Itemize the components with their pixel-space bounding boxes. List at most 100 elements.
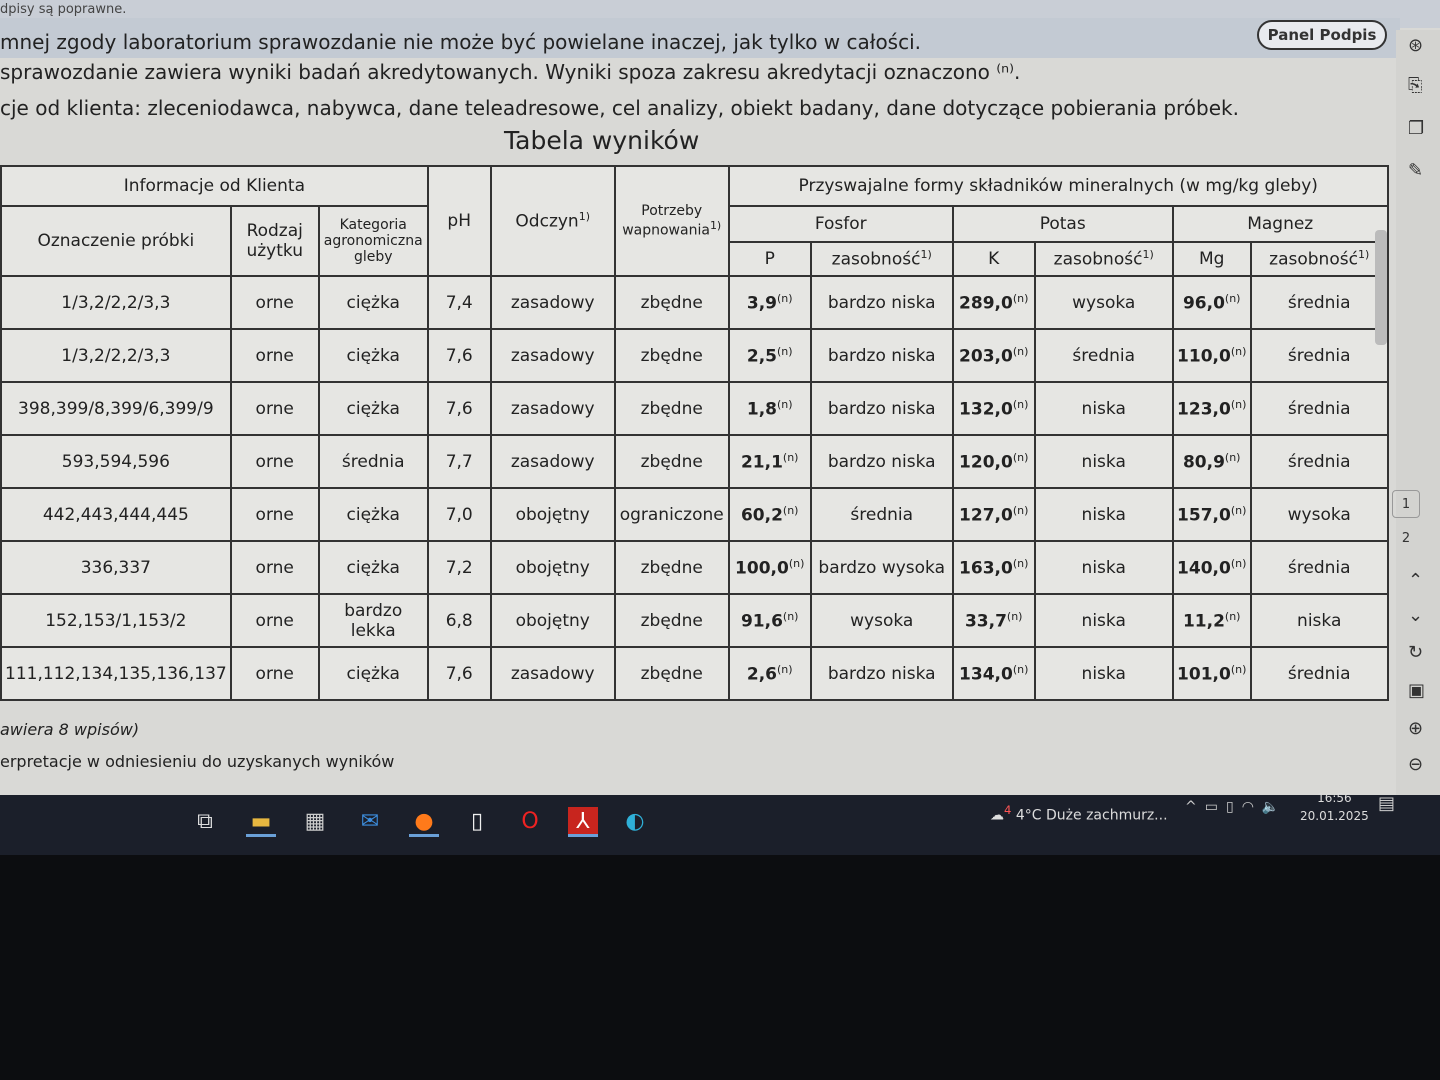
weather-widget[interactable]: ☁4 4°C Duże zachmurz... xyxy=(990,803,1168,824)
table-cell: 111,112,134,135,136,137 xyxy=(0,646,232,701)
table-cell: niska xyxy=(1033,540,1174,595)
header-p-zasobnosc: zasobność1) xyxy=(809,241,954,277)
table-cell: bardzo wysoka xyxy=(809,540,954,595)
zoom-in-icon[interactable]: ⊕ xyxy=(1408,718,1424,739)
table-cell: obojętny xyxy=(489,593,616,648)
table-cell: 7,6 xyxy=(426,646,492,701)
table-cell: średnia xyxy=(1249,434,1389,489)
signature-bar xyxy=(0,18,1400,58)
system-tray[interactable]: ^▭▯◠🔈 xyxy=(1185,799,1287,815)
file-explorer-icon[interactable]: ▬ xyxy=(246,807,276,837)
table-row: 398,399/8,399/6,399/9 orne ciężka 7,6 zasado… xyxy=(0,381,1389,436)
table-cell: ciężka xyxy=(317,381,429,436)
header-odczyn: Odczyn1) xyxy=(489,165,616,277)
opera-icon[interactable]: O xyxy=(521,809,539,834)
chevron-down-icon[interactable]: ⌄ xyxy=(1408,605,1424,626)
table-cell: orne xyxy=(229,646,320,701)
acrobat-icon[interactable]: ⅄ xyxy=(568,807,598,837)
header-oznaczenie: Oznaczenie próbki xyxy=(0,205,232,277)
pdf-viewer: dpisy są poprawne. Panel Podpis mnej zgo… xyxy=(0,0,1440,800)
table-cell: 127,0(n) xyxy=(951,487,1036,542)
fit-page-icon[interactable]: ▣ xyxy=(1408,680,1426,701)
weather-icon: ☁ xyxy=(990,807,1004,824)
table-cell: 134,0(n) xyxy=(951,646,1036,701)
page-2-button[interactable]: 2 xyxy=(1401,531,1411,546)
table-cell: niska xyxy=(1033,381,1174,436)
header-mg-zasobnosc: zasobność1) xyxy=(1249,241,1389,277)
header-potrzeby: Potrzeby wapnowania1) xyxy=(613,165,730,277)
device-icon: ▯ xyxy=(1225,799,1242,815)
table-cell: ciężka xyxy=(317,328,429,383)
table-cell: niska xyxy=(1249,593,1389,648)
table-cell: 1,8(n) xyxy=(727,381,812,436)
table-row: 336,337 orne ciężka 7,2 obojętny zbędne 100,0(… xyxy=(0,540,1389,595)
table-cell: zbędne xyxy=(613,646,730,701)
table-cell: 140,0(n) xyxy=(1171,540,1252,595)
rotate-icon[interactable]: ↻ xyxy=(1408,642,1424,663)
scrollbar[interactable] xyxy=(1375,230,1387,345)
table-cell: 336,337 xyxy=(0,540,232,595)
header-k-zasobnosc: zasobność1) xyxy=(1033,241,1174,277)
table-cell: 398,399/8,399/6,399/9 xyxy=(0,381,232,436)
mail-icon[interactable]: ✉ xyxy=(360,809,380,834)
chevron-up-icon: ^ xyxy=(1185,799,1205,815)
table-cell: ciężka xyxy=(317,487,429,542)
table-cell: bardzo niska xyxy=(809,381,954,436)
table-cell: 163,0(n) xyxy=(951,540,1036,595)
table-cell: orne xyxy=(229,434,320,489)
table-cell: orne xyxy=(229,328,320,383)
task-view-icon[interactable]: ⧉ xyxy=(197,809,213,834)
table-cell: 11,2(n) xyxy=(1171,593,1252,648)
table-cell: średnia xyxy=(1249,275,1389,330)
table-row: 1/3,2/2,2/3,3 orne ciężka 7,6 zasadowy zbędne… xyxy=(0,328,1389,383)
bookmark-icon[interactable]: ⎘ xyxy=(1408,75,1423,96)
table-cell: 33,7(n) xyxy=(951,593,1036,648)
table-cell: 7,0 xyxy=(426,487,492,542)
table-cell: zasadowy xyxy=(489,328,616,383)
table-cell: 2,6(n) xyxy=(727,646,812,701)
table-cell: niska xyxy=(1033,593,1174,648)
table-cell: bardzo niska xyxy=(809,275,954,330)
table-cell: orne xyxy=(229,381,320,436)
table-row: 152,153/1,153/2 orne bardzo lekka 6,8 obojęt… xyxy=(0,593,1389,648)
notepad-icon[interactable]: ▯ xyxy=(470,809,484,834)
right-toolbar: ⊛ ⎘ ❐ ✎ ⌃ ⌄ ↻ ▣ ⊕ ⊖ xyxy=(1396,30,1440,800)
header-client: Informacje od Klienta xyxy=(0,165,429,207)
table-cell: ciężka xyxy=(317,540,429,595)
table-cell: 120,0(n) xyxy=(951,434,1036,489)
table-cell: 152,153/1,153/2 xyxy=(0,593,232,648)
table-cell: zasadowy xyxy=(489,381,616,436)
table-cell: ciężka xyxy=(317,646,429,701)
table-cell: 101,0(n) xyxy=(1171,646,1252,701)
weather-text: 4°C Duże zachmurz... xyxy=(1015,807,1168,824)
notifications-icon[interactable]: ▤ xyxy=(1378,793,1396,814)
table-cell: orne xyxy=(229,487,320,542)
copy-icon[interactable]: ❐ xyxy=(1408,118,1425,139)
table-cell: bardzo lekka xyxy=(317,593,429,648)
volume-icon: 🔈 xyxy=(1261,799,1288,815)
table-cell: ograniczone xyxy=(613,487,730,542)
table-cell: średnia xyxy=(317,434,429,489)
table-cell: bardzo niska xyxy=(809,328,954,383)
pen-icon[interactable]: ✎ xyxy=(1408,160,1424,181)
header-minerals: Przyswajalne formy składników mineralnyc… xyxy=(727,165,1389,207)
sign-icon[interactable]: ⊛ xyxy=(1408,35,1424,56)
header-fosfor: Fosfor xyxy=(727,205,954,243)
clock[interactable]: 16:56 20.01.2025 xyxy=(1300,791,1369,823)
zoom-out-icon[interactable]: ⊖ xyxy=(1408,754,1424,775)
text-line: sprawozdanie zawiera wyniki badań akredy… xyxy=(0,60,1021,84)
store-icon[interactable]: ▦ xyxy=(304,809,326,834)
table-cell: 7,2 xyxy=(426,540,492,595)
table-cell: zbędne xyxy=(613,328,730,383)
table-cell: średnia xyxy=(1249,328,1389,383)
firefox-icon[interactable]: ● xyxy=(409,807,439,837)
table-cell: zasadowy xyxy=(489,275,616,330)
edge-icon[interactable]: ◐ xyxy=(625,809,645,834)
header-kategoria: Kategoria agronomiczna gleby xyxy=(317,205,429,277)
chevron-up-icon[interactable]: ⌃ xyxy=(1408,570,1424,591)
page-1-button[interactable]: 1 xyxy=(1392,490,1420,518)
signature-panel-button[interactable]: Panel Podpis xyxy=(1257,20,1387,50)
header-k: K xyxy=(951,241,1036,277)
table-cell: orne xyxy=(229,540,320,595)
header-ph: pH xyxy=(426,165,492,277)
